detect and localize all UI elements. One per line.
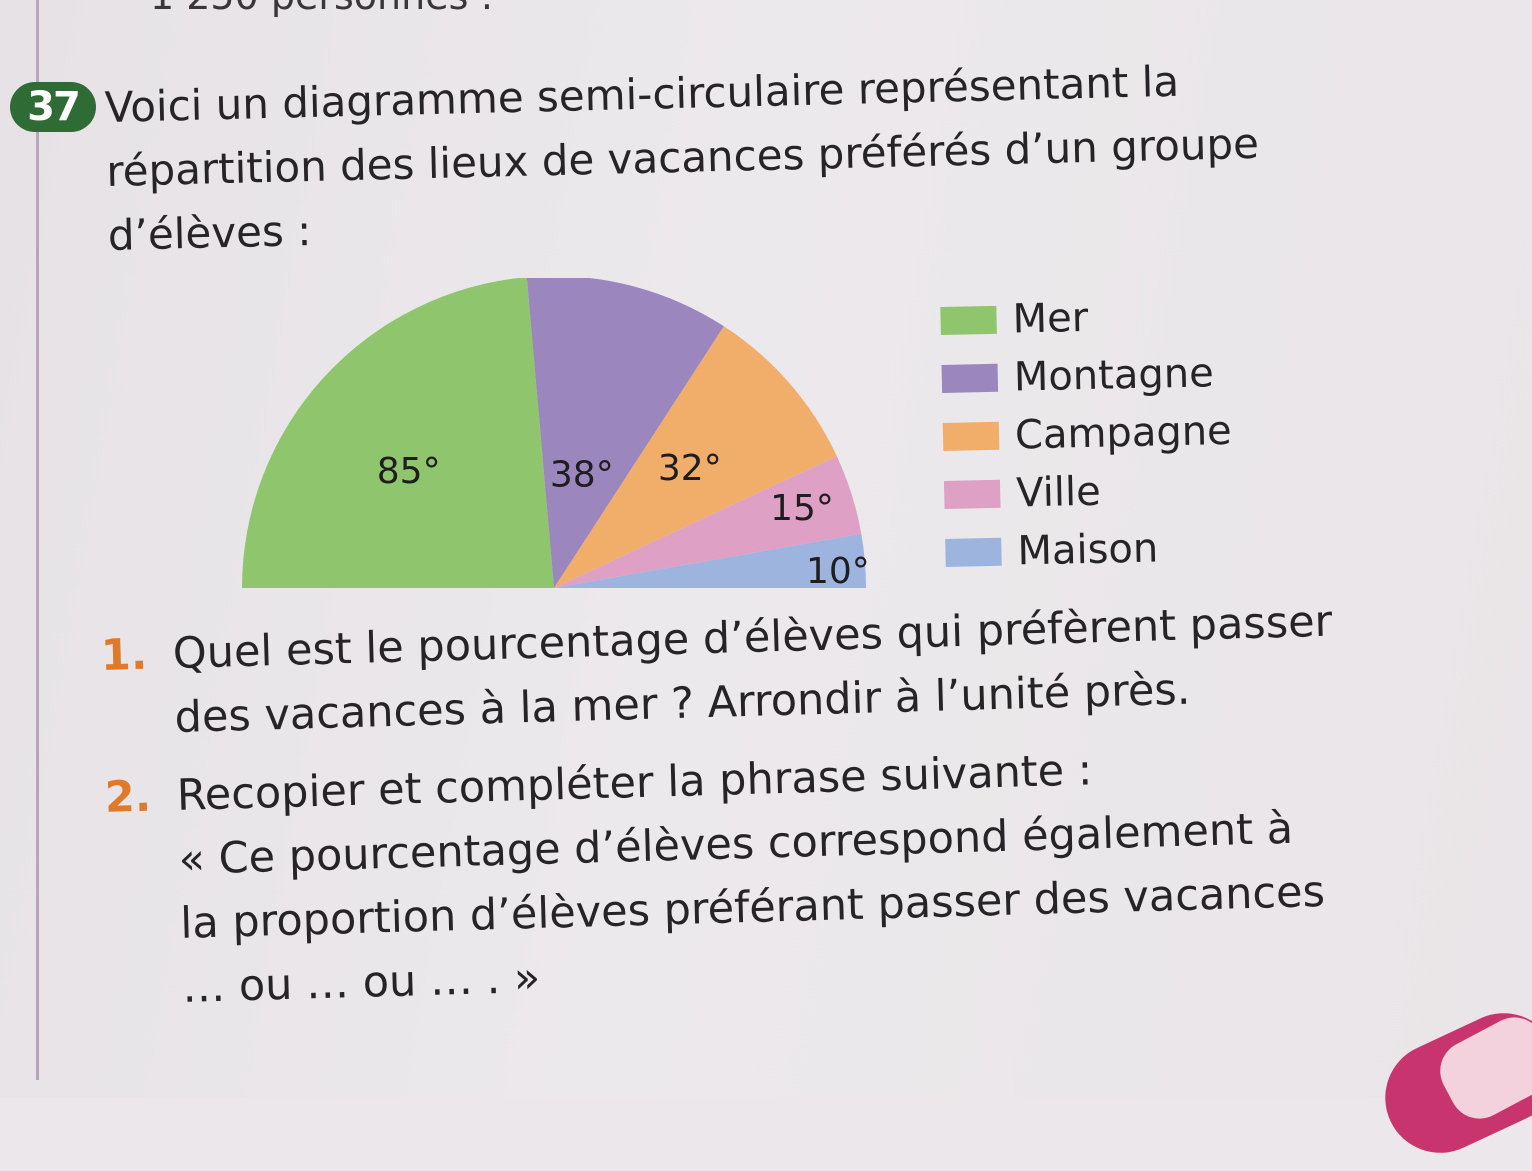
legend-swatch — [940, 305, 997, 335]
legend-swatch — [945, 537, 1002, 567]
slice-ville — [554, 456, 862, 588]
slice-angle-label: 32° — [658, 448, 722, 489]
legend-swatch — [941, 363, 999, 393]
slice-campagne — [554, 326, 837, 588]
slice-angle-label: 15° — [770, 488, 834, 529]
slice-maison — [554, 533, 867, 588]
legend-swatch — [943, 479, 1001, 509]
semicircle-chart: 85° 38° 32° 15° 10° — [242, 278, 870, 592]
legend-label: Mer — [1012, 294, 1089, 343]
slice-angle-label: 38° — [550, 454, 614, 495]
legend-item: Mer — [940, 286, 1230, 350]
slice-angle-label: 85° — [377, 451, 441, 492]
legend-swatch — [942, 421, 1000, 451]
slice-montagne — [526, 278, 724, 588]
legend-item: Montagne — [941, 344, 1231, 408]
slice-mer — [242, 278, 554, 588]
page-margin-line — [36, 0, 39, 1080]
legend-item: Maison — [945, 518, 1235, 582]
previous-exercise-fragment: 1 250 personnes : — [150, 0, 493, 18]
questions: 1. Quel est le pourcentage d’élèves qui p… — [100, 587, 1451, 1022]
legend-item: Ville — [943, 460, 1234, 524]
slice-angle-label: 10° — [806, 551, 870, 592]
exercise-number-badge: 37 — [10, 82, 96, 132]
legend-label: Montagne — [1013, 350, 1215, 401]
legend-item: Campagne — [942, 402, 1232, 466]
question-number: 2. — [104, 771, 152, 823]
question-number: 1. — [100, 629, 148, 681]
chart-legend: Mer Montagne Campagne Ville Maison — [940, 286, 1235, 582]
legend-label: Ville — [1015, 468, 1102, 517]
exercise-intro: Voici un diagramme semi-circulaire repré… — [104, 45, 1368, 268]
legend-label: Campagne — [1014, 407, 1233, 459]
legend-label: Maison — [1016, 525, 1159, 575]
